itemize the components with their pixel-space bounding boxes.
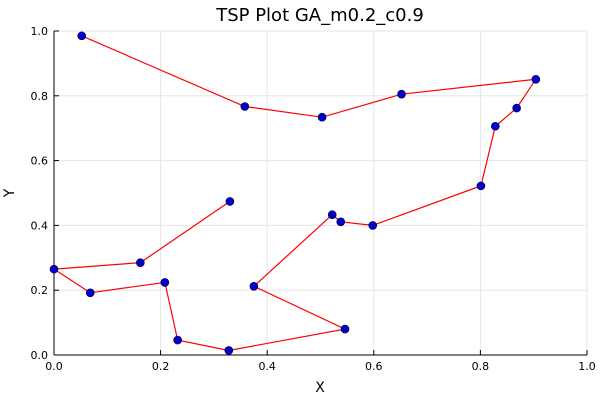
city-point [160, 278, 170, 287]
x-tick-label: 0.6 [365, 360, 383, 373]
x-axis-label: X [315, 380, 325, 396]
x-tick-label: 0.8 [472, 360, 490, 373]
city-point [397, 89, 406, 99]
city-point [317, 112, 327, 122]
tick-labels: 0.0 0.2 0.4 0.6 0.8 1.0 0.0 0.2 0.4 0.6 0.8 1.0 [31, 25, 596, 373]
chart-title: TSP Plot GA_m0.2_c0.9 [215, 5, 424, 26]
axes [53, 30, 588, 356]
city-point [77, 31, 87, 41]
y-tick-label: 0.8 [31, 90, 49, 103]
city-point [368, 221, 378, 230]
city-point [476, 181, 486, 191]
tour-route-line [52, 35, 538, 352]
city-point [136, 258, 145, 267]
city-point [49, 264, 59, 274]
city-point [240, 102, 250, 111]
y-tick-label: 1.0 [31, 25, 49, 38]
city-point [327, 210, 337, 220]
city-point [512, 103, 521, 113]
city-points [49, 31, 541, 355]
city-point [224, 346, 234, 355]
y-tick-label: 0.0 [31, 349, 49, 362]
y-tick-label: 0.6 [31, 155, 49, 168]
x-tick-label: 0.0 [45, 360, 63, 373]
city-point [531, 74, 541, 84]
city-point [173, 335, 182, 345]
city-point [249, 282, 259, 291]
city-point [85, 288, 95, 298]
grid [53, 30, 588, 356]
x-tick-label: 1.0 [578, 360, 596, 373]
city-point [225, 197, 235, 206]
city-point [336, 217, 346, 227]
x-tick-label: 0.4 [258, 360, 276, 373]
x-tick-label: 0.2 [152, 360, 170, 373]
city-point [340, 324, 350, 334]
y-axis-label: Y [2, 188, 18, 198]
y-tick-label: 0.2 [31, 284, 49, 297]
city-point [491, 121, 500, 131]
y-tick-label: 0.4 [31, 219, 49, 232]
